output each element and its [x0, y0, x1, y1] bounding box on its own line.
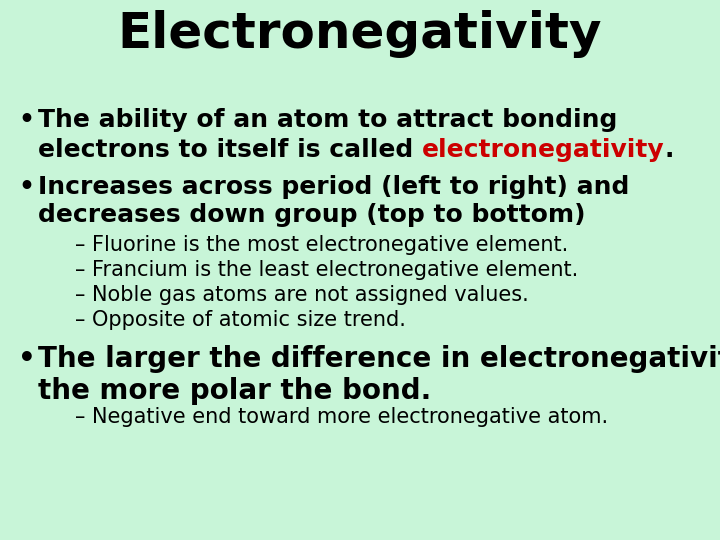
Text: Increases across period (left to right) and: Increases across period (left to right) …: [38, 175, 629, 199]
Text: .: .: [665, 138, 674, 162]
Text: Electronegativity: Electronegativity: [118, 10, 602, 58]
Text: – Fluorine is the most electronegative element.: – Fluorine is the most electronegative e…: [75, 235, 568, 255]
Text: – Opposite of atomic size trend.: – Opposite of atomic size trend.: [75, 310, 406, 330]
Text: electronegativity: electronegativity: [422, 138, 665, 162]
Text: the more polar the bond.: the more polar the bond.: [38, 377, 431, 405]
Text: The larger the difference in electronegativity,: The larger the difference in electronega…: [38, 345, 720, 373]
Text: decreases down group (top to bottom): decreases down group (top to bottom): [38, 203, 585, 227]
Text: – Negative end toward more electronegative atom.: – Negative end toward more electronegati…: [75, 407, 608, 427]
Text: The ability of an atom to attract bonding: The ability of an atom to attract bondin…: [38, 108, 617, 132]
Text: •: •: [18, 175, 34, 199]
Text: – Francium is the least electronegative element.: – Francium is the least electronegative …: [75, 260, 578, 280]
Text: electrons to itself is called: electrons to itself is called: [38, 138, 422, 162]
Text: •: •: [18, 345, 36, 373]
Text: •: •: [18, 108, 34, 132]
Text: – Noble gas atoms are not assigned values.: – Noble gas atoms are not assigned value…: [75, 285, 528, 305]
